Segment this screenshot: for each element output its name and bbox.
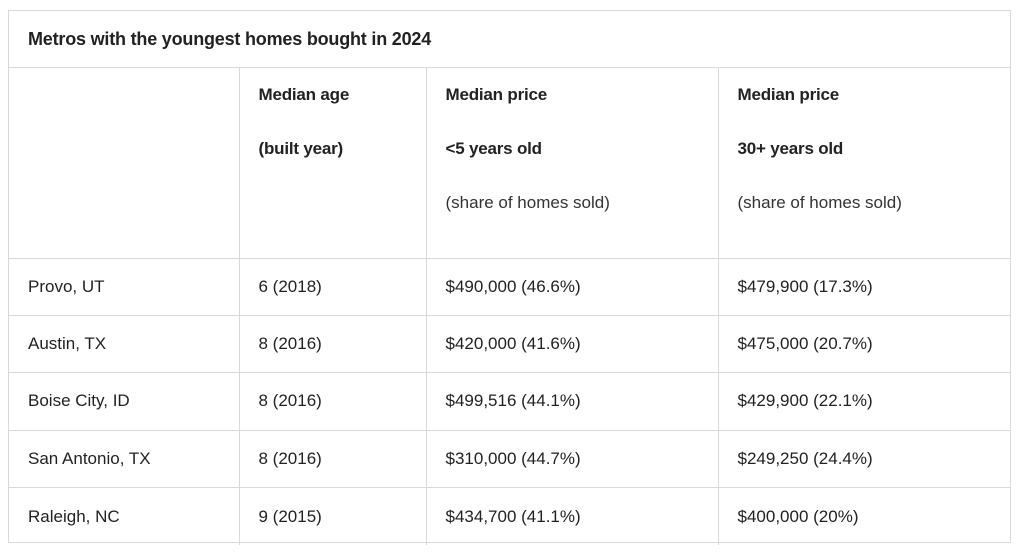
cell-price-new: $490,000 (46.6%)	[426, 258, 719, 316]
table-row: Austin, TX 8 (2016) $420,000 (41.6%) $47…	[9, 315, 1010, 374]
header-price-old: Median price 30+ years old (share of hom…	[718, 68, 1010, 259]
header-price-new-age-label: <5 years old	[445, 139, 543, 158]
header-median-age: Median age (built year)	[239, 68, 427, 259]
metro-table: Median age (built year) Median price <5 …	[9, 68, 1010, 545]
cell-median-age: 8 (2016)	[239, 430, 427, 489]
cell-metro: Austin, TX	[9, 315, 240, 374]
table-row: San Antonio, TX 8 (2016) $310,000 (44.7%…	[9, 430, 1010, 489]
cell-price-old: $479,900 (17.3%)	[718, 258, 1010, 316]
cell-metro: San Antonio, TX	[9, 430, 240, 489]
cell-price-old: $249,250 (24.4%)	[718, 430, 1010, 489]
header-metro	[9, 68, 240, 259]
cell-price-new: $499,516 (44.1%)	[426, 372, 719, 431]
cell-price-new: $420,000 (41.6%)	[426, 315, 719, 374]
cell-median-age: 6 (2018)	[239, 258, 427, 316]
cell-price-old: $429,900 (22.1%)	[718, 372, 1010, 431]
cell-median-age: 9 (2015)	[239, 487, 427, 545]
table-row: Raleigh, NC 9 (2015) $434,700 (41.1%) $4…	[9, 487, 1010, 545]
cell-median-age: 8 (2016)	[239, 315, 427, 374]
cell-price-new: $434,700 (41.1%)	[426, 487, 719, 545]
cell-price-new: $310,000 (44.7%)	[426, 430, 719, 489]
cell-metro: Provo, UT	[9, 258, 240, 316]
header-median-age-label: Median age	[258, 85, 350, 104]
cell-metro: Raleigh, NC	[9, 487, 240, 545]
data-table-container: Metros with the youngest homes bought in…	[8, 10, 1011, 545]
cell-metro: Boise City, ID	[9, 372, 240, 431]
cell-median-age: 8 (2016)	[239, 372, 427, 431]
header-price-old-share-label: (share of homes sold)	[737, 193, 902, 212]
cell-price-old: $475,000 (20.7%)	[718, 315, 1010, 374]
table-row: Boise City, ID 8 (2016) $499,516 (44.1%)…	[9, 372, 1010, 431]
header-price-new: Median price <5 years old (share of home…	[426, 68, 719, 259]
cell-price-old: $400,000 (20%)	[737, 506, 859, 526]
header-row: Median age (built year) Median price <5 …	[9, 68, 1010, 259]
table-title: Metros with the youngest homes bought in…	[9, 11, 1010, 68]
header-price-new-label: Median price	[445, 85, 548, 104]
table-row: Provo, UT 6 (2018) $490,000 (46.6%) $479…	[9, 258, 1010, 316]
header-built-year-label: (built year)	[258, 139, 344, 158]
header-price-new-share-label: (share of homes sold)	[445, 193, 610, 212]
header-price-old-label: Median price	[737, 85, 840, 104]
header-price-old-age-label: 30+ years old	[737, 139, 844, 158]
